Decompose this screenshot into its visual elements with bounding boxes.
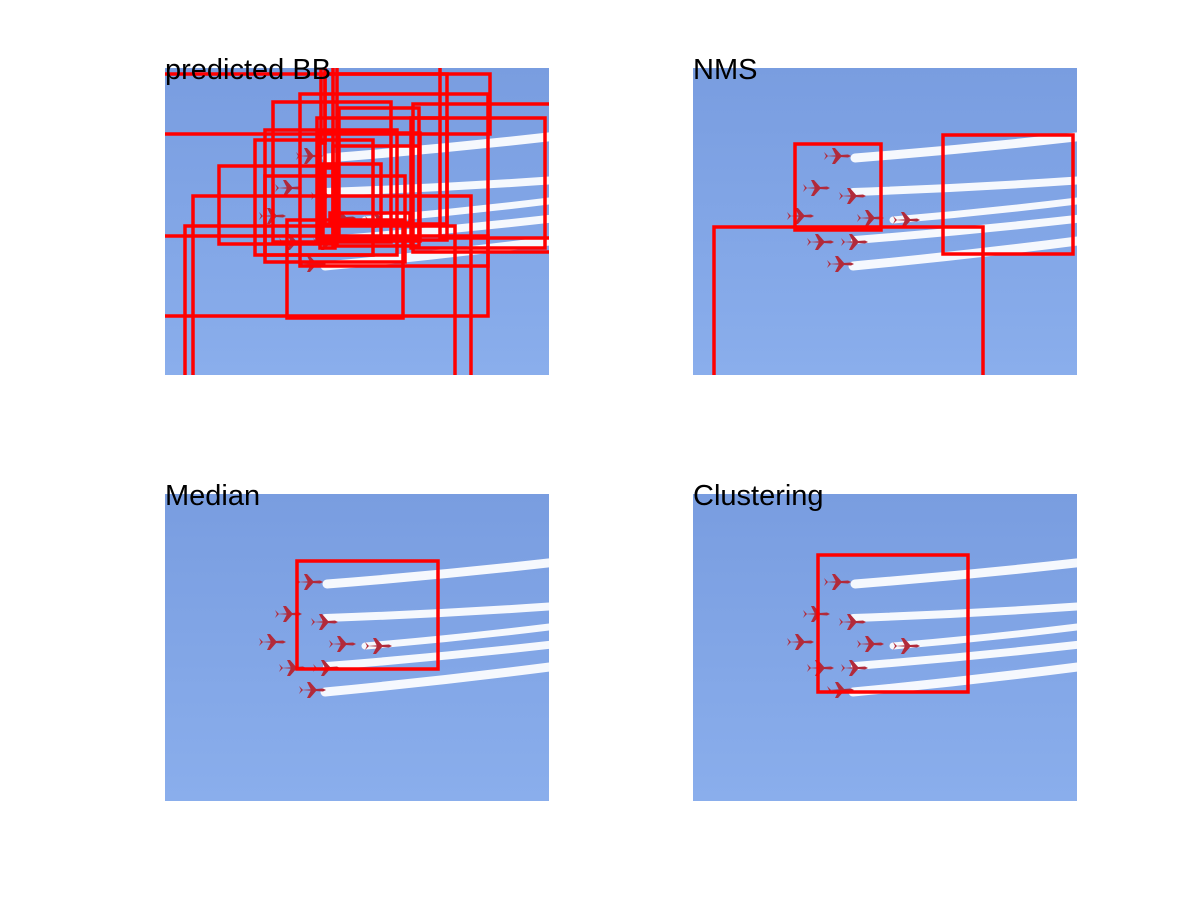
panel-nms — [693, 68, 1077, 375]
smoke-trail — [850, 132, 1077, 163]
sky-background — [693, 494, 1077, 801]
bounding-boxes — [295, 559, 440, 671]
jet-icon — [827, 256, 854, 272]
jet-icon — [824, 574, 851, 590]
bounding-box — [328, 211, 412, 225]
jet-icon — [839, 614, 866, 630]
jet-icon — [803, 180, 830, 196]
smoke-trail — [323, 640, 549, 670]
jet-icon — [365, 638, 392, 654]
bounding-box — [295, 559, 440, 671]
smoke-trail — [361, 197, 549, 224]
panel-median — [165, 494, 549, 801]
jet-icon — [299, 682, 326, 698]
bounding-box — [712, 225, 985, 375]
bounding-box — [816, 553, 970, 694]
jet-icon — [787, 634, 814, 650]
jet-icon — [329, 636, 356, 652]
jet-formation — [259, 558, 549, 698]
panel-title: NMS — [693, 54, 758, 86]
sky-background — [165, 494, 549, 801]
predicted-bb-image — [165, 68, 549, 375]
jet-icon — [275, 180, 302, 196]
bounding-boxes — [712, 133, 1075, 375]
jet-icon — [893, 638, 920, 654]
jet-icon — [824, 148, 851, 164]
bounding-box — [411, 102, 549, 254]
jet-icon — [841, 660, 868, 676]
panel-predicted-bb — [165, 68, 549, 375]
jet-icon — [787, 208, 814, 224]
smoke-trail — [850, 558, 1077, 589]
jet-icon — [807, 234, 834, 250]
bounding-box — [318, 166, 337, 250]
panel-title: Median — [165, 480, 261, 512]
smoke-trail — [322, 132, 549, 163]
smoke-trail — [321, 602, 549, 622]
panel-title: predicted BB — [165, 54, 332, 86]
smoke-trail — [889, 623, 1077, 650]
bounding-box — [793, 142, 883, 232]
jet-icon — [259, 634, 286, 650]
bounding-boxes — [816, 553, 970, 694]
panel-title: Clustering — [693, 480, 824, 512]
smoke-trail — [361, 623, 549, 650]
jet-icon — [839, 188, 866, 204]
nms-image — [693, 68, 1077, 375]
smoke-trail — [889, 197, 1077, 224]
smoke-trail — [851, 640, 1077, 670]
bounding-box — [438, 68, 549, 240]
jet-icon — [841, 234, 868, 250]
smoke-trail — [320, 662, 549, 697]
bounding-box — [319, 68, 327, 145]
bounding-boxes — [165, 68, 549, 375]
jet-icon — [311, 614, 338, 630]
bounding-box — [285, 218, 405, 320]
bounding-box — [941, 133, 1075, 256]
jet-icon — [857, 210, 884, 226]
panel-clustering — [693, 494, 1077, 801]
bounding-box — [409, 116, 547, 250]
smoke-trail — [851, 214, 1077, 244]
bounding-box — [298, 92, 490, 268]
jet-icon — [893, 212, 920, 228]
median-image — [165, 494, 549, 801]
smoke-trail — [322, 558, 549, 589]
jet-icon — [857, 636, 884, 652]
clustering-image — [693, 494, 1077, 801]
sky-background — [693, 68, 1077, 375]
bounding-box — [321, 162, 383, 240]
